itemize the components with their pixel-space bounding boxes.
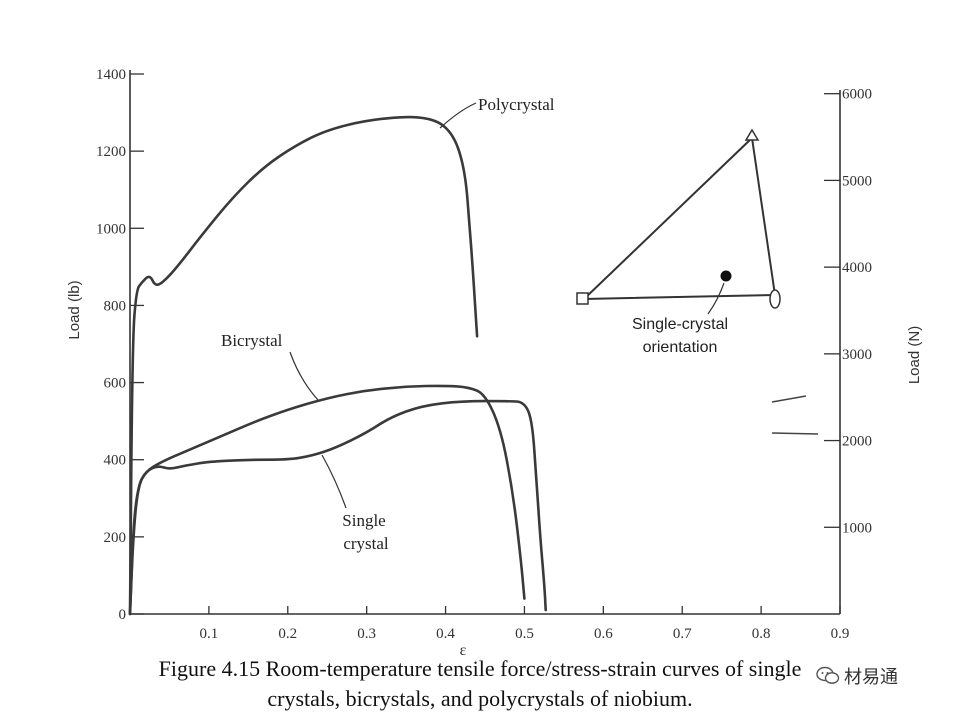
- y-left-tick-label: 200: [104, 530, 127, 546]
- x-tick-label: 0.6: [594, 626, 613, 642]
- x-tick-label: 0.5: [515, 626, 534, 642]
- polycrystal-label: Polycrystal: [478, 95, 555, 114]
- y-axis-title-left: Load (lb): [66, 280, 83, 339]
- watermark: 材易通: [812, 663, 902, 689]
- inset-stereographic-triangle: Single-crystal orientation: [576, 128, 819, 435]
- x-tick-label: 0.9: [831, 626, 850, 642]
- triangle-marker-icon: [744, 128, 760, 141]
- y-left-tick-label: 400: [104, 453, 127, 469]
- inset-label-line1: Single-crystal: [632, 316, 728, 333]
- orientation-point: [720, 270, 732, 282]
- x-tick-label: 0.4: [436, 626, 455, 642]
- labels: Load (lb) Load (N) ε Polycrystal Bicryst…: [66, 95, 923, 659]
- x-tick-label: 0.3: [357, 626, 376, 642]
- inset-triangle-outline: [583, 135, 777, 300]
- ticks: 0.1 0.2 0.3 0.4 0.5 0.6 0.7 0.8 0.9 0 200 400 600 800…: [96, 67, 872, 642]
- caption-line-1: Figure 4.15 Room-temperature tensile for…: [158, 656, 802, 681]
- y-left-tick-label: 1000: [96, 221, 126, 237]
- y-right-tick-label: 6000: [842, 87, 872, 103]
- y-left-tick-label: 800: [104, 298, 127, 314]
- y-right-tick-label: 3000: [842, 347, 872, 363]
- y-right-tick-label: 5000: [842, 173, 872, 189]
- y-right-tick-label: 2000: [842, 434, 872, 450]
- inset-label-line2: orientation: [643, 339, 718, 356]
- y-axis-title-right: Load (N): [906, 326, 923, 384]
- wechat-icon: [816, 666, 840, 684]
- y-left-tick-label: 600: [104, 376, 127, 392]
- y-right-tick-label: 4000: [842, 260, 872, 276]
- orientation-leader: [707, 282, 725, 315]
- chart: 0.1 0.2 0.3 0.4 0.5 0.6 0.7 0.8 0.9 0 200 400 600 800…: [66, 67, 923, 659]
- bicrystal-curve: [128, 384, 526, 616]
- polycrystal-leader: [439, 102, 477, 129]
- ellipse-marker-icon: [769, 289, 781, 309]
- x-tick-label: 0.1: [200, 626, 219, 642]
- caption-line-2: crystals, bicrystals, and polycrystals o…: [267, 686, 693, 711]
- y-left-tick-label: 0: [119, 607, 127, 623]
- axis-break-mark-2: [771, 432, 819, 435]
- bicrystal-label: Bicrystal: [221, 331, 283, 350]
- bicrystal-leader: [289, 351, 319, 401]
- y-left-tick-label: 1200: [96, 144, 126, 160]
- axis-break-mark-1: [771, 395, 807, 403]
- curves: [128, 115, 547, 616]
- single-crystal-leader: [321, 454, 347, 509]
- single-crystal-label-line1: Single: [342, 511, 385, 530]
- single-crystal-label-line2: crystal: [343, 534, 389, 553]
- x-tick-label: 0.8: [752, 626, 771, 642]
- single-crystal-curve: [128, 399, 547, 616]
- square-marker-icon: [576, 292, 589, 305]
- figure-caption: Figure 4.15 Room-temperature tensile for…: [0, 654, 960, 714]
- y-right-tick-label: 1000: [842, 520, 872, 536]
- x-axis-title: ε: [460, 642, 467, 659]
- x-tick-label: 0.2: [278, 626, 297, 642]
- x-tick-label: 0.7: [673, 626, 692, 642]
- watermark-text: 材易通: [844, 667, 898, 688]
- y-left-tick-label: 1400: [96, 67, 126, 83]
- polycrystal-curve: [128, 115, 479, 616]
